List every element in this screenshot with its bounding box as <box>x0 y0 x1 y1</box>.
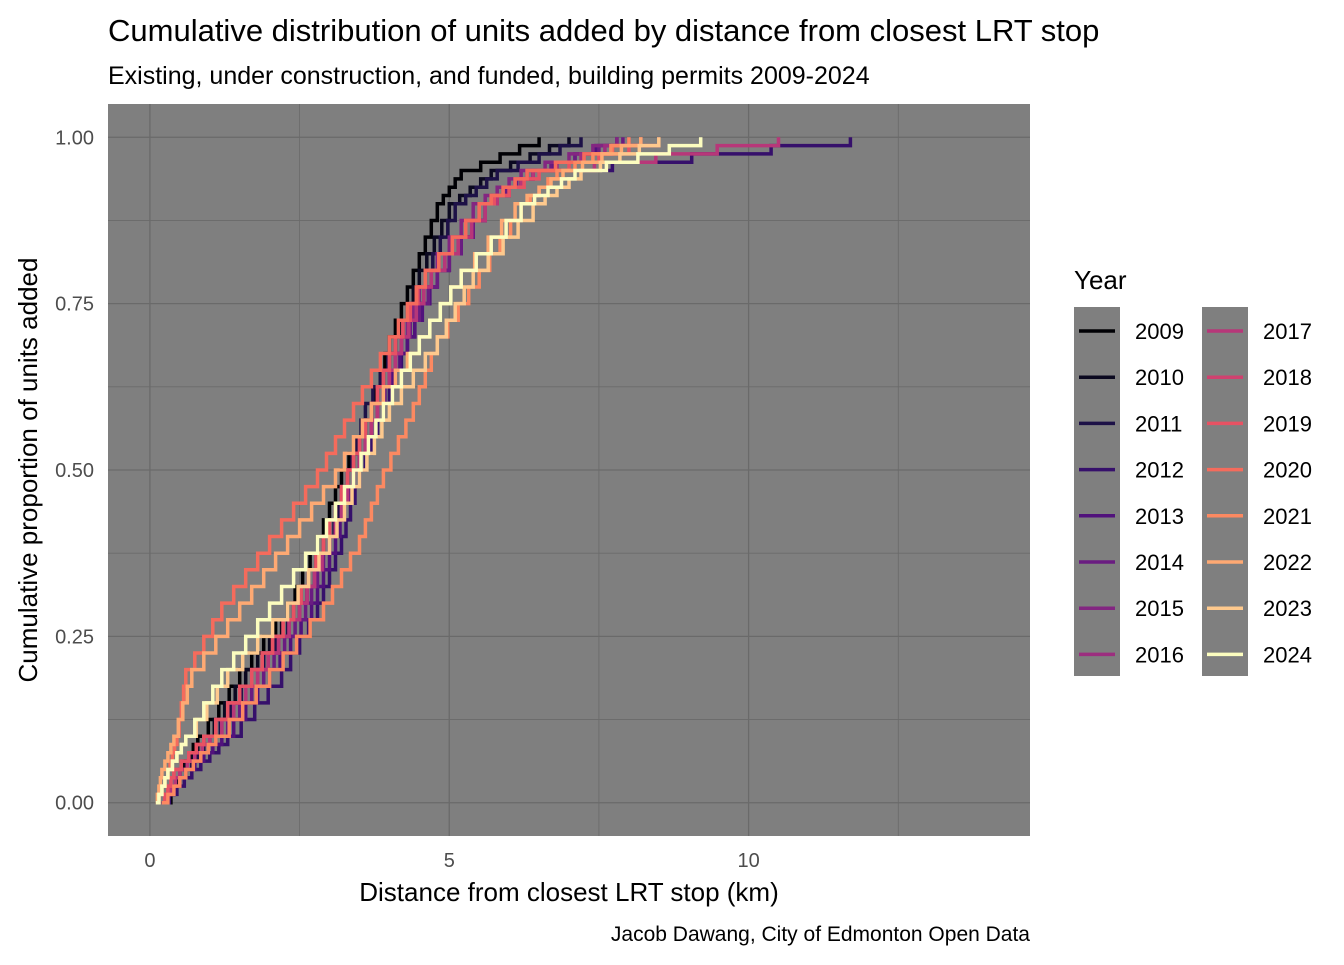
y-tick-label: 0.75 <box>55 294 94 316</box>
legend-label: 2016 <box>1135 642 1184 667</box>
series-line-2022 <box>155 137 643 805</box>
caption: Jacob Dawang, City of Edmonton Open Data <box>611 923 1030 946</box>
legend-key-background <box>1202 307 1248 676</box>
y-tick-label: 1.00 <box>55 127 94 149</box>
legend-label: 2020 <box>1263 458 1312 483</box>
x-tick-label: 5 <box>444 850 455 872</box>
legend-label: 2011 <box>1135 411 1182 436</box>
x-tick-label: 0 <box>144 850 155 872</box>
legend-label: 2012 <box>1135 458 1184 483</box>
legend-title: Year <box>1074 265 1127 295</box>
x-tick-label: 10 <box>737 850 759 872</box>
legend-label: 2017 <box>1263 319 1312 344</box>
legend-label: 2013 <box>1135 504 1184 529</box>
y-tick-label: 0.50 <box>55 460 94 482</box>
legend-label: 2010 <box>1135 365 1184 390</box>
legend-label: 2023 <box>1263 596 1312 621</box>
legend-label: 2024 <box>1263 642 1312 667</box>
legend-label: 2015 <box>1135 596 1184 621</box>
legend-label: 2009 <box>1135 319 1184 344</box>
x-axis-label: Distance from closest LRT stop (km) <box>359 877 779 907</box>
legend-label: 2019 <box>1263 411 1312 436</box>
legend: 2009 2010 2011 2012 2013 2014 2015 2016 2017 2018… <box>1074 307 1312 676</box>
y-tick-label: 0.25 <box>55 626 94 648</box>
y-tick-label: 0.00 <box>55 793 94 815</box>
legend-label: 2022 <box>1263 550 1312 575</box>
series-line-2024 <box>155 137 703 805</box>
chart-subtitle: Existing, under construction, and funded… <box>108 62 870 90</box>
x-axis-ticks: 0 5 10 <box>144 850 759 872</box>
legend-key-background <box>1074 307 1120 676</box>
legend-label: 2018 <box>1263 365 1312 390</box>
chart-title: Cumulative distribution of units added b… <box>108 13 1099 48</box>
legend-label: 2021 <box>1263 504 1312 529</box>
legend-label: 2014 <box>1135 550 1184 575</box>
y-axis-ticks: 0.00 0.25 0.50 0.75 1.00 <box>55 127 94 814</box>
y-axis-label: Cumulative proportion of units added <box>13 258 43 683</box>
series-lines <box>155 137 853 805</box>
